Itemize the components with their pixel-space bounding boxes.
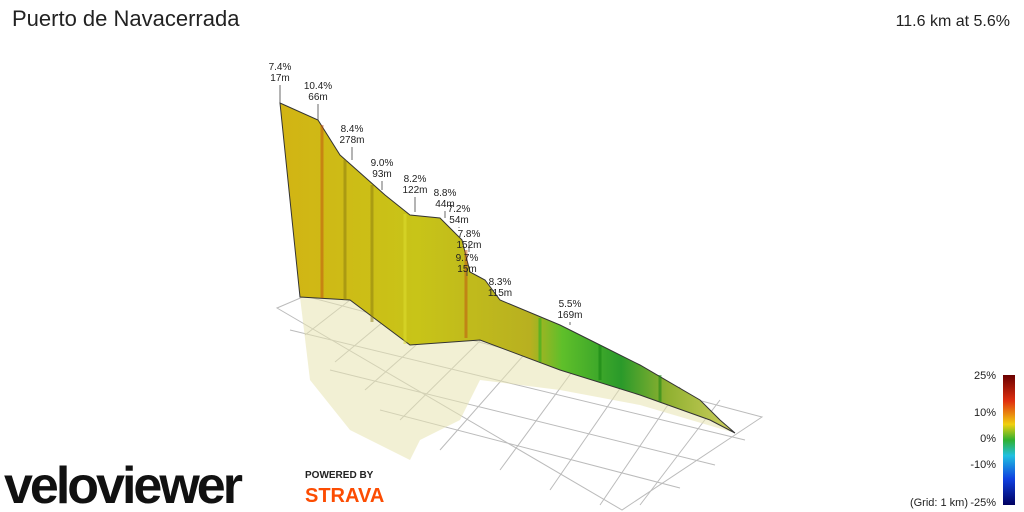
strava: STRAVA (305, 485, 384, 507)
summary: 11.6 km at 5.6% (896, 13, 1010, 30)
profile-reflection (300, 297, 735, 460)
logo: veloviewer (4, 457, 243, 512)
legend-tick: -10% (970, 459, 996, 471)
grade-label: 5.5% (559, 299, 582, 310)
grade-label: 7.2% (448, 204, 471, 215)
length-label: 278m (339, 135, 364, 146)
length-label: 115m (488, 288, 512, 299)
grade-label: 8.3% (489, 277, 512, 288)
color-scale (1003, 375, 1015, 505)
length-label: 15m (457, 264, 476, 275)
legend-tick: -25% (970, 497, 996, 509)
length-label: 169m (557, 310, 582, 321)
annotations: 7.4%17m 10.4%66m 8.4%278m 9.0%93m 8.2%122m 8.… (269, 62, 583, 325)
grade-label: 7.4% (269, 62, 292, 73)
title: Puerto de Navacerrada (12, 6, 240, 31)
length-label: 17m (270, 73, 289, 84)
grid-note: (Grid: 1 km) (910, 497, 968, 509)
grade-label: 8.4% (341, 124, 364, 135)
legend-tick: 10% (974, 407, 996, 419)
grade-label: 8.8% (434, 188, 457, 199)
legend-tick: 25% (974, 370, 996, 382)
profile-stripes (320, 125, 662, 402)
length-label: 66m (308, 92, 327, 103)
length-label: 44m (435, 199, 454, 210)
powered-by: POWERED BY (305, 470, 374, 481)
length-label: 152m (456, 240, 481, 251)
grade-label: 7.8% (458, 229, 481, 240)
length-label: 122m (402, 185, 427, 196)
grade-label: 8.2% (404, 174, 427, 185)
legend-tick: 0% (980, 433, 996, 445)
grade-label: 10.4% (304, 81, 332, 92)
length-label: 93m (372, 169, 391, 180)
grade-label: 9.0% (371, 158, 394, 169)
grade-label: 9.7% (456, 253, 479, 264)
length-label: 54m (449, 215, 468, 226)
legend: 25% 10% 0% -10% -25%(Grid: 1 km) (910, 370, 996, 509)
